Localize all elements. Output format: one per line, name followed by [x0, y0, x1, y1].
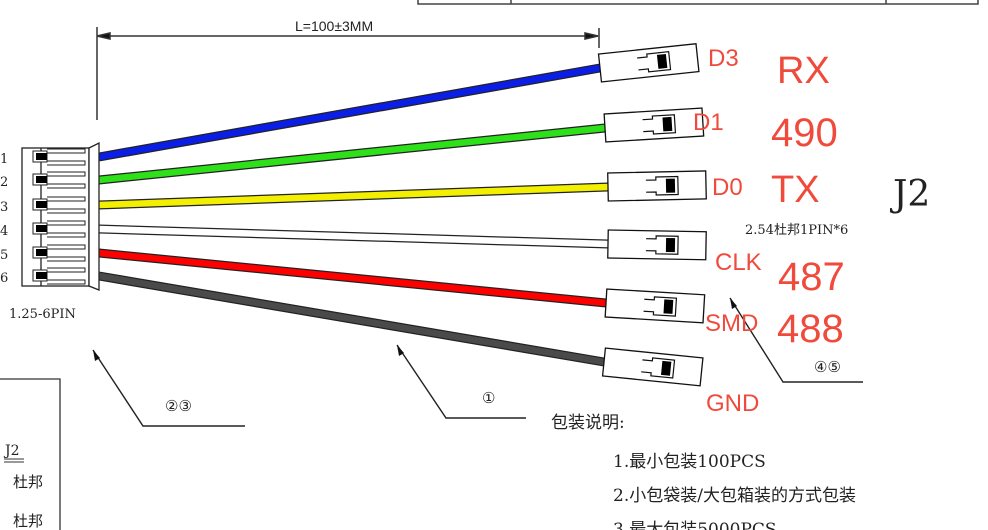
pin-number: 4	[0, 224, 8, 239]
left-connector-housing	[21, 141, 100, 291]
callout-housing: ②③	[165, 397, 192, 415]
pin-latch	[47, 267, 86, 285]
pin-latch	[47, 220, 86, 238]
pin-latch	[47, 148, 86, 166]
dupont-terminal	[601, 347, 704, 387]
dupont-terminal	[604, 288, 706, 324]
annotation-488: 488	[777, 307, 844, 351]
wire-gnd	[98, 272, 605, 366]
annotation-rx: RX	[777, 50, 830, 92]
pin-contact	[36, 176, 47, 183]
callout-terminal: ④⑤	[814, 358, 841, 376]
dupont-terminal	[607, 170, 707, 202]
wire-label-d3: D3	[708, 45, 739, 72]
wire-d1	[98, 124, 606, 184]
annotation-tx: TX	[771, 169, 820, 211]
pin-latch	[47, 171, 86, 189]
title-block-fragment	[417, 0, 979, 5]
wire-label-clk: CLK	[715, 249, 762, 276]
connector-ref-j2: J2	[889, 174, 930, 215]
length-label: L=100±3MM	[295, 18, 373, 34]
pin-contact	[36, 249, 47, 256]
annotation-487: 487	[778, 255, 845, 299]
wire-clk	[98, 225, 609, 248]
annotation-490: 490	[771, 111, 838, 155]
dupont-terminal	[597, 43, 700, 83]
bom-ref: J2	[3, 443, 20, 459]
wire-label-smd: SMD	[705, 310, 758, 337]
wire-label-d0: D0	[712, 174, 743, 201]
pin-contact	[36, 201, 47, 208]
pin-contact	[36, 225, 47, 232]
dimension-line	[96, 27, 600, 120]
left-connector-label: 1.25-6PIN	[9, 307, 76, 322]
wires	[98, 63, 609, 367]
wire-smd	[98, 249, 607, 307]
pin-latch	[47, 244, 86, 262]
dupont-terminal	[607, 229, 707, 261]
pin-number: 5	[0, 248, 8, 263]
pin-latch	[47, 196, 86, 214]
pin-number: 2	[0, 175, 8, 190]
wire-label-gnd: GND	[706, 390, 759, 417]
bom-table-fragment	[0, 378, 61, 530]
callout-wire: ①	[482, 389, 495, 407]
packaging-item-3: 3.最大包装5000PCS	[613, 520, 777, 530]
dupont-terminal	[603, 107, 705, 143]
pin-number: 1	[0, 152, 8, 167]
bom-row-2: 杜邦	[13, 512, 43, 530]
packaging-item-2: 2.小包袋装/大包箱装的方式包装	[613, 486, 856, 506]
pin-contact	[36, 153, 47, 160]
pin-contact	[36, 272, 47, 279]
packaging-item-1: 1.最小包装100PCS	[613, 452, 766, 472]
callout-leaders	[92, 297, 863, 427]
pin-number: 6	[0, 271, 8, 286]
wire-label-d1: D1	[693, 109, 724, 136]
packaging-title: 包装说明:	[551, 413, 625, 433]
pin-number: 3	[0, 200, 8, 215]
right-connector-label: 2.54杜邦1PIN*6	[745, 223, 848, 238]
wire-d3	[98, 64, 601, 161]
bom-row-1: 杜邦	[13, 473, 43, 491]
wire-d0	[98, 183, 609, 209]
